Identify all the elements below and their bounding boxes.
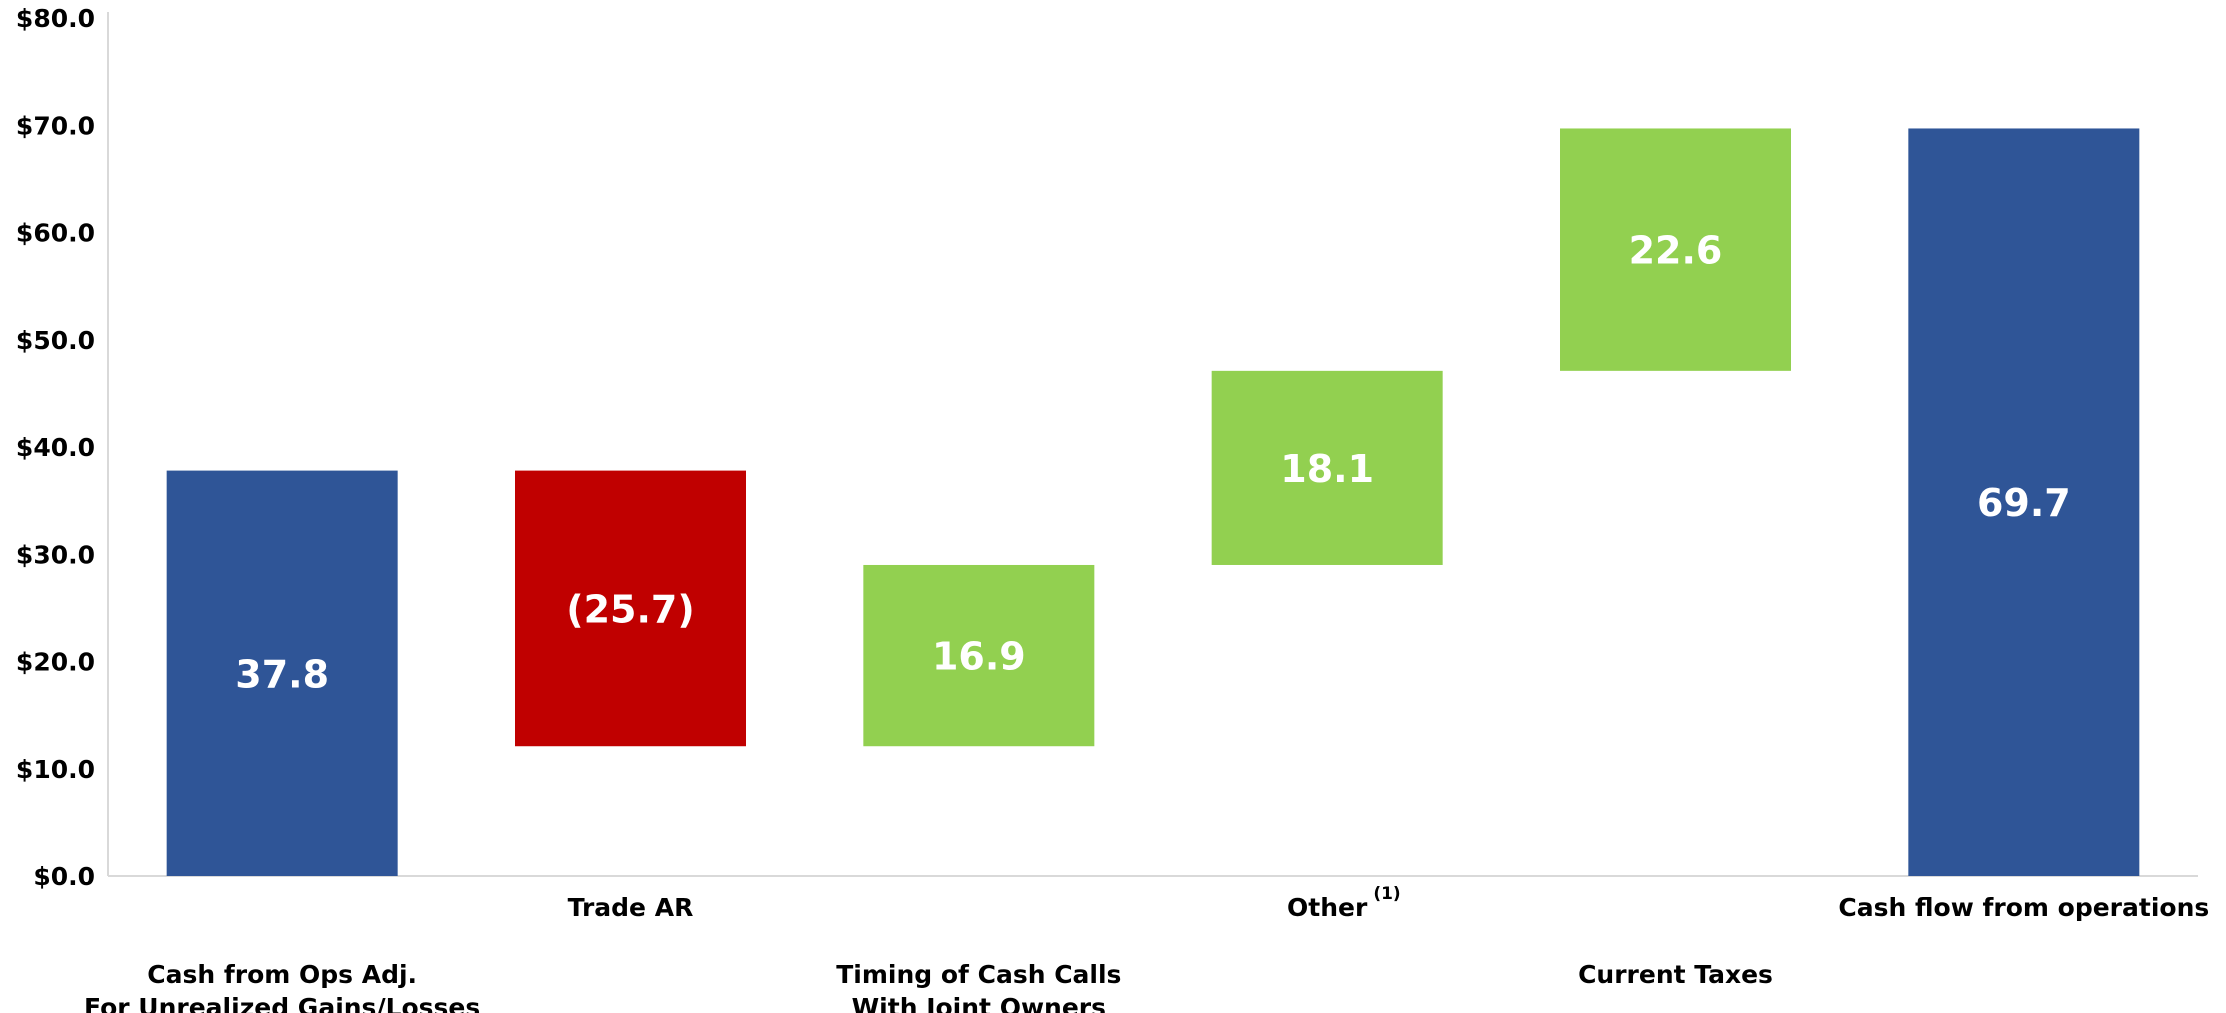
y-tick-label: $0.0 — [33, 862, 95, 891]
bar-increase — [1211, 370, 1443, 565]
category-label: Current Taxes — [1578, 960, 1773, 989]
bar-value-label: 18.1 — [1280, 447, 1374, 491]
y-tick-label: $70.0 — [16, 111, 95, 140]
x-axis-labels: Cash from Ops Adj. For Unrealized Gains/L… — [84, 884, 2209, 1013]
bar-total — [1908, 128, 2140, 876]
y-tick-label: $10.0 — [16, 755, 95, 784]
bar-total — [166, 470, 398, 876]
category-label: For Unrealized Gains/Losses — [84, 993, 480, 1013]
bar-value-label: (25.7) — [566, 587, 695, 631]
value-labels: 37.8 (25.7) 16.9 18.1 22.6 69.7 — [235, 229, 2070, 697]
y-tick-label: $60.0 — [16, 219, 95, 248]
bar-value-label: 69.7 — [1977, 481, 2071, 525]
category-label: With Joint Owners — [852, 993, 1106, 1013]
y-tick-label: $20.0 — [16, 648, 95, 677]
y-tick-label: $40.0 — [16, 433, 95, 462]
category-label: Cash from Ops Adj. — [147, 960, 417, 989]
bar-increase — [863, 564, 1095, 747]
category-label: Other — [1287, 893, 1368, 922]
bar-increase — [1560, 128, 1791, 371]
y-axis: $0.0 $10.0 $20.0 $30.0 $40.0 $50.0 $60.0 $70.0 $… — [16, 4, 2198, 891]
bar-value-label: 22.6 — [1629, 229, 1723, 273]
bar-value-label: 16.9 — [932, 635, 1026, 679]
y-tick-label: $50.0 — [16, 326, 95, 355]
footnote-marker: (1) — [1373, 884, 1400, 904]
y-tick-label: $80.0 — [16, 4, 95, 33]
y-tick-label: $30.0 — [16, 540, 95, 569]
bar-value-label: 37.8 — [235, 652, 329, 696]
category-label: Trade AR — [568, 893, 694, 922]
category-label: Cash flow from operations — [1838, 893, 2209, 922]
bar-decrease — [515, 470, 746, 747]
bars — [166, 128, 2140, 876]
category-label: Timing of Cash Calls — [836, 960, 1121, 989]
